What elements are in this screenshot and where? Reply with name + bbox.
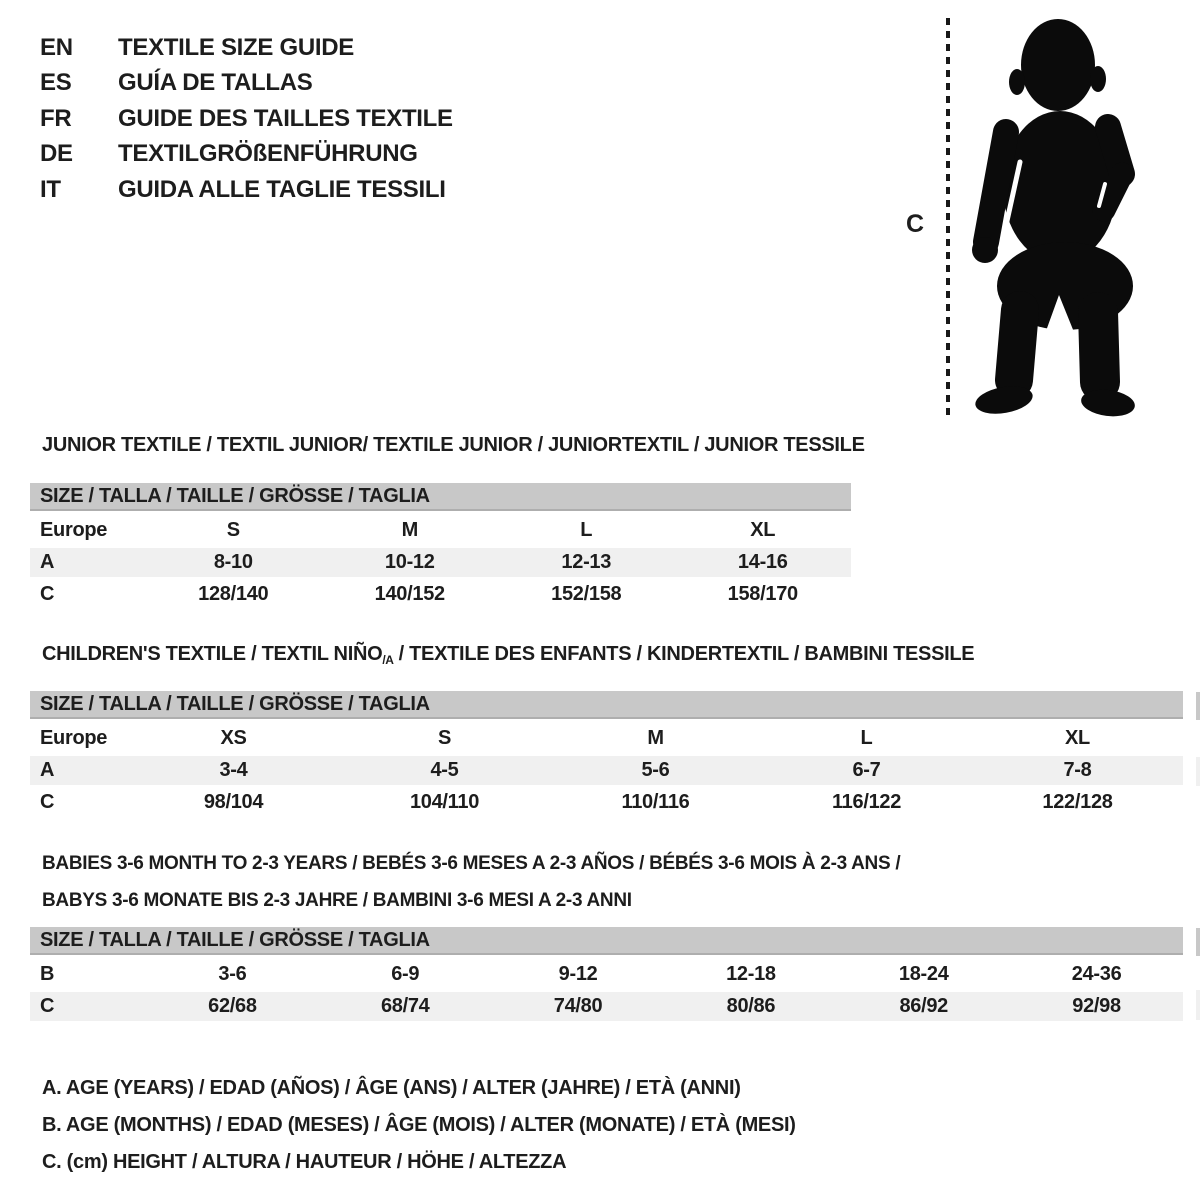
row-label: C [40,583,55,605]
value-cell: 80/86 [726,995,776,1017]
language-label: TEXTILGRÖßENFÜHRUNG [118,140,418,168]
value-cell: 3-4 [219,759,248,781]
value-cell: 158/170 [727,583,799,605]
value-cell: 98/104 [203,791,264,813]
age-years-row: A 8-10 10-12 12-13 14-16 [30,548,851,577]
language-code: DE [40,140,73,168]
size-header-band: SIZE / TALLA / TAILLE / GRÖSSE / TAGLIA [30,691,1183,719]
size-cell: S [226,519,240,541]
measurement-legend: A. AGE (YEARS) / EDAD (AÑOS) / ÂGE (ANS)… [42,1070,796,1181]
value-cell: 92/98 [1072,995,1121,1017]
language-list: EN TEXTILE SIZE GUIDE ES GUÍA DE TALLAS … [40,30,453,208]
value-cell: 9-12 [558,963,598,985]
size-cell: XL [750,519,776,541]
size-cell: L [580,519,593,541]
language-row: IT GUIDA ALLE TAGLIE TESSILI [40,172,453,208]
babies-size-table: SIZE / TALLA / TAILLE / GRÖSSE / TAGLIA … [30,927,1183,1024]
size-cell: XS [220,727,247,749]
measure-label-c: C [906,210,924,238]
region-label: Europe [40,519,108,541]
height-row: C 98/104 104/110 110/116 116/122 122/128 [30,788,1183,817]
language-code: EN [40,33,73,61]
row-label: A [40,759,55,781]
value-cell: 3-6 [218,963,247,985]
page-edge-row-fragment [1196,757,1200,786]
language-row: EN TEXTILE SIZE GUIDE [40,30,453,66]
value-cell: 6-9 [391,963,420,985]
language-label: GUIDE DES TAILLES TEXTILE [118,104,453,132]
value-cell: 116/122 [831,791,902,813]
value-cell: 152/158 [551,583,622,605]
value-cell: 12-18 [726,963,776,985]
value-cell: 12-13 [561,551,612,573]
language-label: GUIDA ALLE TAGLIE TESSILI [118,175,446,203]
language-row: ES GUÍA DE TALLAS [40,66,453,102]
value-cell: 14-16 [737,551,788,573]
language-code: IT [40,175,61,203]
value-cell: 140/152 [374,583,446,605]
height-row: C 62/68 68/74 74/80 80/86 86/92 92/98 [30,992,1183,1021]
height-row: C 128/140 140/152 152/158 158/170 [30,580,851,609]
page-edge-band-fragment [1196,692,1200,720]
children-section-title: CHILDREN'S TEXTILE / TEXTIL NIÑO/A / TEX… [42,643,975,667]
junior-section-title: JUNIOR TEXTILE / TEXTIL JUNIOR/ TEXTILE … [42,434,865,456]
page-edge-band-fragment [1196,928,1200,956]
value-cell: 4-5 [430,759,459,781]
age-months-row: B 3-6 6-9 9-12 12-18 18-24 24-36 [30,960,1183,989]
value-cell: 8-10 [213,551,253,573]
size-cell: L [860,727,873,749]
size-cell: S [437,727,452,749]
babies-section-title: BABIES 3-6 MONTH TO 2-3 YEARS / BEBÉS 3-… [42,845,901,919]
babies-title-line2: BABYS 3-6 MONATE BIS 2-3 JAHRE / BAMBINI… [42,890,632,911]
junior-size-table: SIZE / TALLA / TAILLE / GRÖSSE / TAGLIA … [30,483,851,612]
row-label: C [40,995,55,1017]
toddler-silhouette-icon [972,19,1135,417]
page-edge-row-fragment [1196,990,1200,1020]
babies-title-line1: BABIES 3-6 MONTH TO 2-3 YEARS / BEBÉS 3-… [42,853,901,874]
size-header-band: SIZE / TALLA / TAILLE / GRÖSSE / TAGLIA [30,483,851,511]
language-row: FR GUIDE DES TAILLES TEXTILE [40,101,453,137]
language-code: FR [40,104,72,132]
value-cell: 128/140 [198,583,269,605]
value-cell: 104/110 [409,791,480,813]
legend-line-b: B. AGE (MONTHS) / EDAD (MESES) / ÂGE (MO… [42,1114,796,1136]
height-measure-dashed-line [946,18,950,416]
size-cell: M [401,519,419,541]
value-cell: 110/116 [621,791,690,813]
value-cell: 18-24 [898,963,949,985]
language-label: TEXTILE SIZE GUIDE [118,33,354,61]
children-title-part1: CHILDREN'S TEXTILE / TEXTIL NIÑO [42,643,383,665]
children-title-part2: / TEXTILE DES ENFANTS / KINDERTEXTIL / B… [393,643,975,665]
language-row: DE TEXTILGRÖßENFÜHRUNG [40,137,453,173]
row-label: A [40,551,55,573]
value-cell: 10-12 [384,551,435,573]
legend-line-c: C. (cm) HEIGHT / ALTURA / HAUTEUR / HÖHE… [42,1151,567,1173]
size-row: Europe S M L XL [30,516,851,545]
language-code: ES [40,69,72,97]
value-cell: 122/128 [1042,791,1113,813]
value-cell: 6-7 [852,759,881,781]
value-cell: 68/74 [380,995,430,1017]
row-label: C [40,791,55,813]
legend-line-a: A. AGE (YEARS) / EDAD (AÑOS) / ÂGE (ANS)… [42,1077,741,1099]
region-label: Europe [40,727,108,749]
value-cell: 7-8 [1063,759,1092,781]
children-title-subscript: /A [382,653,394,667]
value-cell: 24-36 [1071,963,1122,985]
value-cell: 86/92 [899,995,949,1017]
row-label: B [40,963,55,985]
size-row: Europe XS S M L XL [30,724,1183,753]
value-cell: 62/68 [208,995,257,1017]
children-size-table: SIZE / TALLA / TAILLE / GRÖSSE / TAGLIA … [30,691,1183,820]
age-years-row: A 3-4 4-5 5-6 6-7 7-8 [30,756,1183,785]
size-cell: M [647,727,664,749]
size-cell: XL [1065,727,1090,749]
language-label: GUÍA DE TALLAS [118,69,313,97]
value-cell: 5-6 [641,759,670,781]
size-header-band: SIZE / TALLA / TAILLE / GRÖSSE / TAGLIA [30,927,1183,955]
value-cell: 74/80 [553,995,603,1017]
